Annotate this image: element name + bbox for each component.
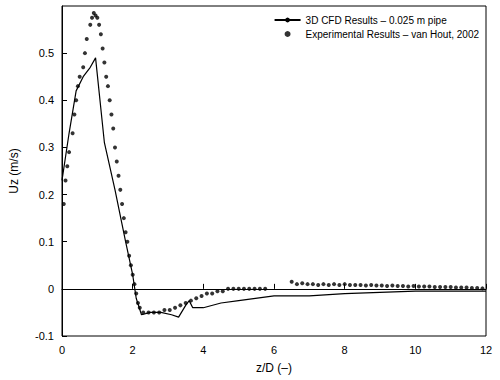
svg-text:3D CFD Results – 0.025 m pipe: 3D CFD Results – 0.025 m pipe — [306, 15, 448, 26]
svg-text:8: 8 — [342, 344, 348, 356]
svg-text:Uz (m/s): Uz (m/s) — [7, 148, 21, 193]
svg-text:10: 10 — [409, 344, 421, 356]
svg-text:z/D (–): z/D (–) — [256, 361, 292, 375]
svg-text:12: 12 — [480, 344, 492, 356]
svg-text:4: 4 — [200, 344, 206, 356]
svg-text:-0.1: -0.1 — [35, 330, 54, 342]
svg-text:2: 2 — [130, 344, 136, 356]
svg-text:0: 0 — [59, 344, 65, 356]
svg-text:0.5: 0.5 — [39, 47, 54, 59]
svg-text:0.1: 0.1 — [39, 236, 54, 248]
svg-text:0.3: 0.3 — [39, 141, 54, 153]
svg-text:0.2: 0.2 — [39, 189, 54, 201]
svg-text:6: 6 — [271, 344, 277, 356]
svg-text:0.4: 0.4 — [39, 94, 54, 106]
svg-text:0: 0 — [48, 283, 54, 295]
svg-text:Experimental Results – van Hou: Experimental Results – van Hout, 2002 — [306, 29, 480, 40]
